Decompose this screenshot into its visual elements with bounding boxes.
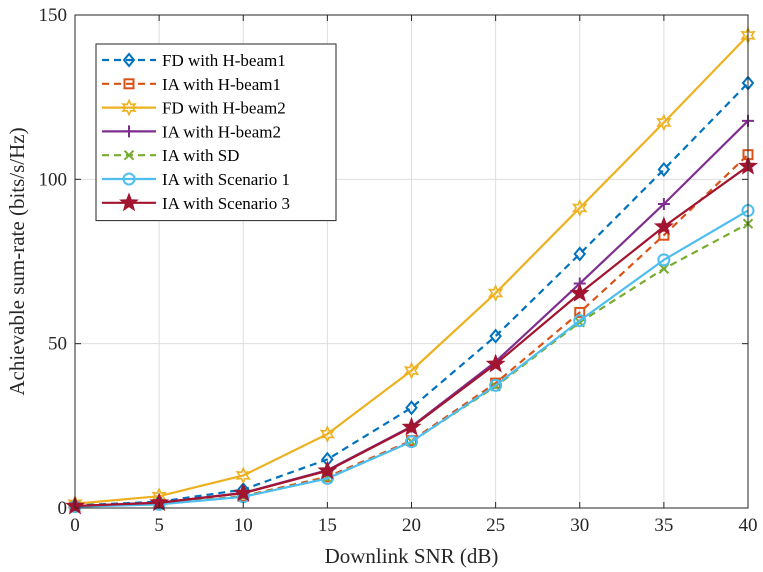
y-tick-label: 0 [58, 498, 68, 519]
data-point [656, 113, 672, 132]
data-point [317, 460, 338, 480]
data-point [403, 361, 420, 380]
legend-label: FD with H-beam1 [162, 51, 286, 70]
legend-marker [119, 192, 139, 212]
data-point [319, 425, 336, 443]
legend-marker [122, 172, 136, 186]
legend-label: FD with H-beam2 [162, 99, 286, 118]
legend-item: FD with H-beam1 [102, 51, 286, 70]
legend-label: IA with H-beam1 [162, 75, 281, 94]
legend-item: IA with Scenario 3 [102, 192, 290, 213]
series-line [74, 82, 749, 507]
data-point [573, 246, 587, 262]
legend-marker [123, 78, 135, 90]
y-axis-label: Achievable sum-rate (bits/s/Hz) [5, 127, 29, 395]
series-line [74, 34, 749, 505]
data-point [487, 284, 504, 302]
x-tick-label: 40 [739, 515, 758, 536]
data-point [658, 263, 670, 274]
y-tick-label: 50 [48, 334, 67, 355]
legend-marker [123, 125, 135, 138]
x-tick-label: 35 [654, 515, 673, 536]
legend-label: IA with SD [162, 146, 239, 165]
data-point [657, 197, 670, 210]
x-tick-label: 30 [570, 515, 589, 536]
legend-label: IA with Scenario 1 [162, 170, 290, 189]
x-tick-label: 25 [486, 515, 505, 536]
x-tick-label: 10 [234, 515, 253, 536]
legend-marker [123, 149, 135, 161]
legend-item: IA with Scenario 1 [102, 170, 290, 189]
y-tick-label: 150 [39, 5, 68, 26]
legend-item: IA with H-beam2 [102, 122, 281, 141]
data-point [233, 482, 254, 502]
data-point [485, 353, 506, 373]
legend-marker [122, 52, 136, 68]
data-point [574, 306, 586, 318]
x-axis-label: Downlink SNR (dB) [325, 544, 499, 568]
x-tick-label: 5 [154, 515, 164, 536]
data-point [405, 435, 418, 449]
legend-marker [121, 98, 137, 117]
x-tick-label: 0 [70, 515, 80, 536]
data-point [489, 378, 503, 392]
axis-ticks: 0 5 10 15 20 25 30 35 40 0 50 100 150 [39, 5, 758, 536]
series-layer [65, 26, 758, 515]
legend: FD with H-beam1 IA with H-beam1 FD with H-… [95, 43, 337, 222]
data-point [657, 253, 671, 267]
data-point [569, 282, 590, 302]
data-point [401, 416, 422, 436]
series-ia-with-scenario-3 [65, 155, 758, 515]
data-point [573, 314, 587, 328]
x-tick-label: 20 [402, 515, 421, 536]
legend-item: IA with H-beam1 [102, 75, 281, 94]
data-point [489, 328, 502, 344]
legend-item: IA with SD [102, 146, 239, 165]
x-tick-label: 15 [318, 515, 337, 536]
data-point [405, 400, 418, 416]
data-point [653, 216, 674, 236]
data-point [572, 199, 588, 217]
y-tick-label: 100 [39, 169, 68, 190]
legend-label: IA with H-beam2 [162, 122, 281, 141]
series-line [74, 209, 749, 508]
data-point [235, 466, 251, 485]
legend-label: IA with Scenario 3 [162, 194, 290, 213]
legend-item: FD with H-beam2 [102, 99, 286, 118]
data-point [657, 161, 671, 178]
